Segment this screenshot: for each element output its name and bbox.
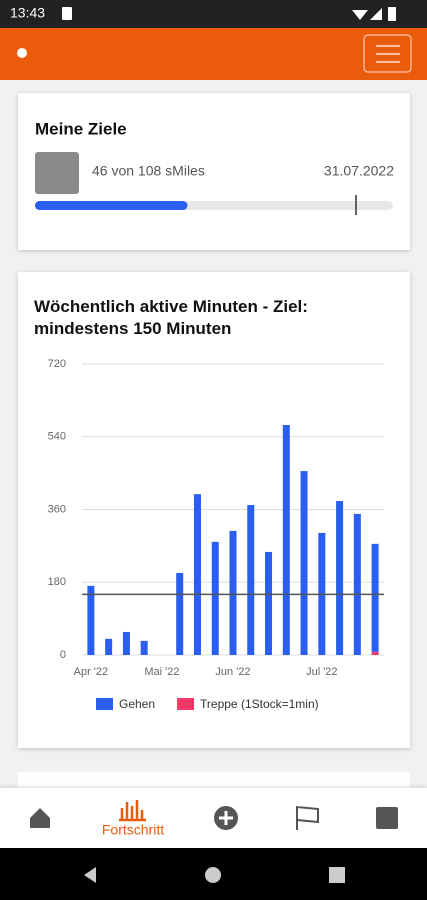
nav-home[interactable] (30, 808, 50, 828)
nav-add-plus (219, 811, 233, 825)
legend-swatch (96, 698, 113, 710)
bar (300, 471, 308, 655)
goal-progress-label: 46 von 108 sMiles (92, 163, 205, 179)
status-time: 13:43 (10, 5, 45, 21)
chart-title: Wöchentlich aktive Minuten - Ziel: minde… (34, 297, 308, 338)
legend-swatch (177, 698, 195, 710)
bar (193, 494, 201, 655)
goal-date: 31.07.2022 (324, 163, 394, 179)
bar (371, 651, 379, 655)
legend-label: Gehen (119, 697, 155, 711)
bar (211, 541, 219, 655)
legend-label: Treppe (1Stock=1min) (200, 697, 319, 711)
logo (17, 48, 27, 58)
x-tick-label: Jul '22 (306, 666, 337, 678)
x-tick-label: Mai '22 (144, 666, 179, 678)
bar (122, 631, 130, 655)
menu-button[interactable] (363, 34, 412, 73)
menu-icon (376, 45, 400, 63)
chart-title-box: Wöchentlich aktive Minuten - Ziel: minde… (34, 297, 308, 338)
wifi-icon (352, 10, 368, 20)
x-tick-label: Jun '22 (215, 666, 250, 678)
bar (247, 505, 255, 655)
bar (105, 638, 113, 655)
sd-icon (62, 7, 72, 20)
progress-fill (35, 201, 188, 210)
bar (87, 585, 95, 655)
goals-card (18, 93, 410, 250)
bar (353, 513, 361, 655)
battery-icon (388, 7, 396, 21)
recents-button[interactable] (329, 867, 345, 883)
y-tick-label: 0 (60, 649, 66, 661)
plot: 0 180 360 540 720 Apr '22 Mai '22 Jun '22 Jul '2… (48, 358, 384, 711)
y-tick-label: 180 (48, 576, 66, 588)
bar (140, 640, 148, 655)
bar (336, 501, 344, 655)
signal-icon (370, 8, 382, 20)
next-card (18, 772, 410, 792)
nav-progress-label[interactable]: Fortschritt (102, 822, 164, 838)
app-bar (0, 28, 427, 80)
bottom-nav (0, 788, 427, 848)
y-tick-label: 540 (48, 431, 66, 443)
nav-calendar[interactable] (376, 807, 398, 829)
bar (229, 530, 237, 655)
home-button[interactable] (205, 867, 221, 883)
goal-image (35, 152, 79, 194)
bar (176, 572, 184, 655)
nav-progress-icon[interactable] (119, 800, 146, 822)
nav-flag[interactable] (296, 806, 319, 830)
bar (265, 551, 273, 655)
y-tick-label: 720 (48, 358, 66, 370)
back-button[interactable] (84, 867, 96, 883)
x-tick-label: Apr '22 (74, 666, 109, 678)
goals-title: Meine Ziele (35, 119, 127, 138)
bar (282, 425, 290, 655)
y-tick-label: 360 (48, 503, 66, 515)
bar (371, 543, 379, 652)
